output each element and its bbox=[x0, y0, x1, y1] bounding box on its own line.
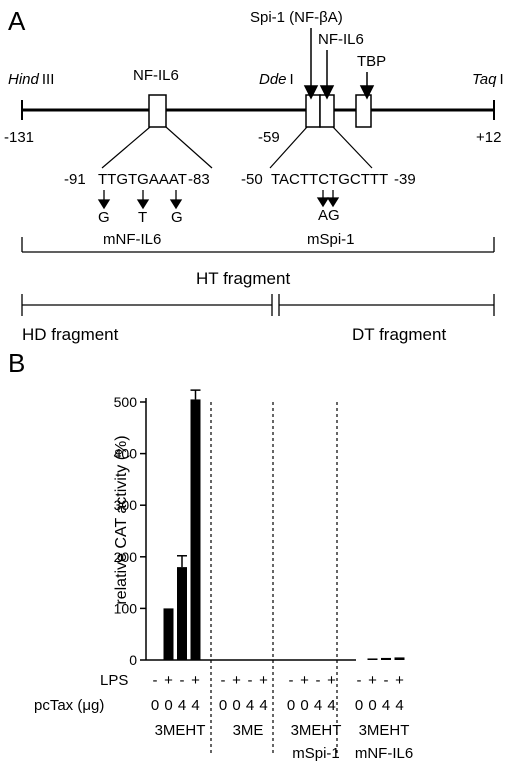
lps-value: + bbox=[259, 672, 268, 689]
tbp-box bbox=[355, 94, 372, 128]
y-tick-label: 300 bbox=[114, 497, 138, 513]
y-tick-label: 400 bbox=[114, 446, 138, 462]
pctax-value: 4 bbox=[259, 697, 267, 714]
left-mutation-1: G bbox=[98, 209, 110, 226]
lps-value: + bbox=[395, 672, 404, 689]
right-sequence: -50 TACTTCTGCTTT -39 bbox=[241, 171, 416, 188]
position-start: -131 bbox=[4, 129, 34, 146]
left-sequence: -91 TTGTGAAAT-83 bbox=[64, 171, 210, 188]
lps-value: - bbox=[357, 672, 362, 689]
lps-value: - bbox=[180, 672, 185, 689]
nfil6-right-arrowhead bbox=[319, 85, 335, 100]
hd-fragment-label: HD fragment bbox=[22, 325, 119, 344]
left-mut-arrowhead-1 bbox=[97, 199, 111, 210]
nfil6-left-box bbox=[148, 94, 167, 128]
pctax-value: 0 bbox=[232, 697, 240, 714]
pctax-value: 4 bbox=[395, 697, 403, 714]
bar bbox=[177, 567, 187, 660]
hind-iii-label: Hind III bbox=[8, 71, 54, 88]
pctax-value: 0 bbox=[355, 697, 363, 714]
lps-value: + bbox=[368, 672, 377, 689]
position-dde: -59 bbox=[258, 129, 280, 146]
pctax-value: 4 bbox=[191, 697, 199, 714]
lps-value: + bbox=[191, 672, 200, 689]
spi1-arrowhead bbox=[303, 85, 319, 100]
y-tick-label: 0 bbox=[129, 652, 137, 668]
lps-value: - bbox=[221, 672, 226, 689]
pctax-value: 4 bbox=[382, 697, 390, 714]
lps-value: + bbox=[164, 672, 173, 689]
lps-value: - bbox=[316, 672, 321, 689]
nfil6-left-label: NF-IL6 bbox=[133, 67, 179, 84]
nfil6-right-label: NF-IL6 bbox=[318, 31, 364, 48]
taq-i-label: Taq I bbox=[472, 71, 504, 88]
pctax-value: 0 bbox=[300, 697, 308, 714]
pctax-value: 0 bbox=[368, 697, 376, 714]
right-zoom-line-1 bbox=[269, 126, 308, 169]
y-axis-label: relative CAT activity (%) bbox=[113, 435, 130, 604]
tbp-arrowhead bbox=[359, 85, 375, 100]
lps-value: - bbox=[153, 672, 158, 689]
y-tick-label: 200 bbox=[114, 549, 138, 565]
lps-row-label: LPS bbox=[100, 672, 128, 689]
tbp-label: TBP bbox=[357, 53, 386, 70]
spi1-label: Spi-1 (NF-βA) bbox=[250, 9, 343, 26]
pctax-value: 4 bbox=[246, 697, 254, 714]
group-sublabel: mNF-IL6 bbox=[355, 745, 413, 762]
ht-fragment-label: HT fragment bbox=[196, 269, 290, 288]
right-mutation: AG bbox=[318, 207, 340, 224]
group-label: 3MEHT bbox=[291, 722, 342, 739]
dt-fragment-label: DT fragment bbox=[352, 325, 446, 344]
panel-a-label: A bbox=[8, 6, 26, 36]
pctax-value: 0 bbox=[287, 697, 295, 714]
bar bbox=[394, 657, 405, 660]
group-label: 3MEHT bbox=[359, 722, 410, 739]
lps-value: - bbox=[289, 672, 294, 689]
pctax-value: 0 bbox=[219, 697, 227, 714]
panel-b-label: B bbox=[8, 348, 25, 378]
left-zoom-line-2 bbox=[165, 126, 213, 169]
position-end: +12 bbox=[476, 129, 501, 146]
left-mutation-3: G bbox=[171, 209, 183, 226]
group-label: 3ME bbox=[233, 722, 264, 739]
bar bbox=[190, 399, 201, 660]
right-zoom-line-2 bbox=[332, 126, 373, 169]
group-label: 3MEHT bbox=[155, 722, 206, 739]
pctax-value: 0 bbox=[151, 697, 159, 714]
bar bbox=[163, 608, 174, 660]
right-mut-arrowhead-1 bbox=[316, 197, 330, 208]
dde-i-label: Dde I bbox=[259, 71, 294, 88]
y-tick-label: 500 bbox=[114, 394, 138, 410]
y-tick-label: 100 bbox=[114, 600, 138, 616]
pctax-value: 0 bbox=[164, 697, 172, 714]
pctax-value: 4 bbox=[327, 697, 335, 714]
mspi1-label: mSpi-1 bbox=[307, 231, 355, 248]
left-mutation-2: T bbox=[138, 209, 147, 226]
fragment-bracket bbox=[21, 294, 495, 316]
pctax-row-label: pcTax (μg) bbox=[34, 697, 104, 714]
lps-value: + bbox=[300, 672, 309, 689]
lps-value: + bbox=[327, 672, 336, 689]
mutant-bracket bbox=[21, 237, 495, 253]
mnfil6-label: mNF-IL6 bbox=[103, 231, 161, 248]
right-mut-arrowhead-2 bbox=[326, 197, 340, 208]
left-mut-arrowhead-3 bbox=[169, 199, 183, 210]
left-mut-arrowhead-2 bbox=[136, 199, 150, 210]
bar bbox=[367, 658, 378, 660]
lps-value: - bbox=[384, 672, 389, 689]
spi1-box bbox=[305, 94, 321, 128]
nfil6-right-box bbox=[319, 94, 335, 128]
bar bbox=[381, 657, 391, 660]
lps-value: - bbox=[248, 672, 253, 689]
group-sublabel: mSpi-1 bbox=[292, 745, 340, 762]
left-zoom-line-1 bbox=[101, 126, 151, 169]
pctax-value: 4 bbox=[314, 697, 322, 714]
lps-value: + bbox=[232, 672, 241, 689]
pctax-value: 4 bbox=[178, 697, 186, 714]
